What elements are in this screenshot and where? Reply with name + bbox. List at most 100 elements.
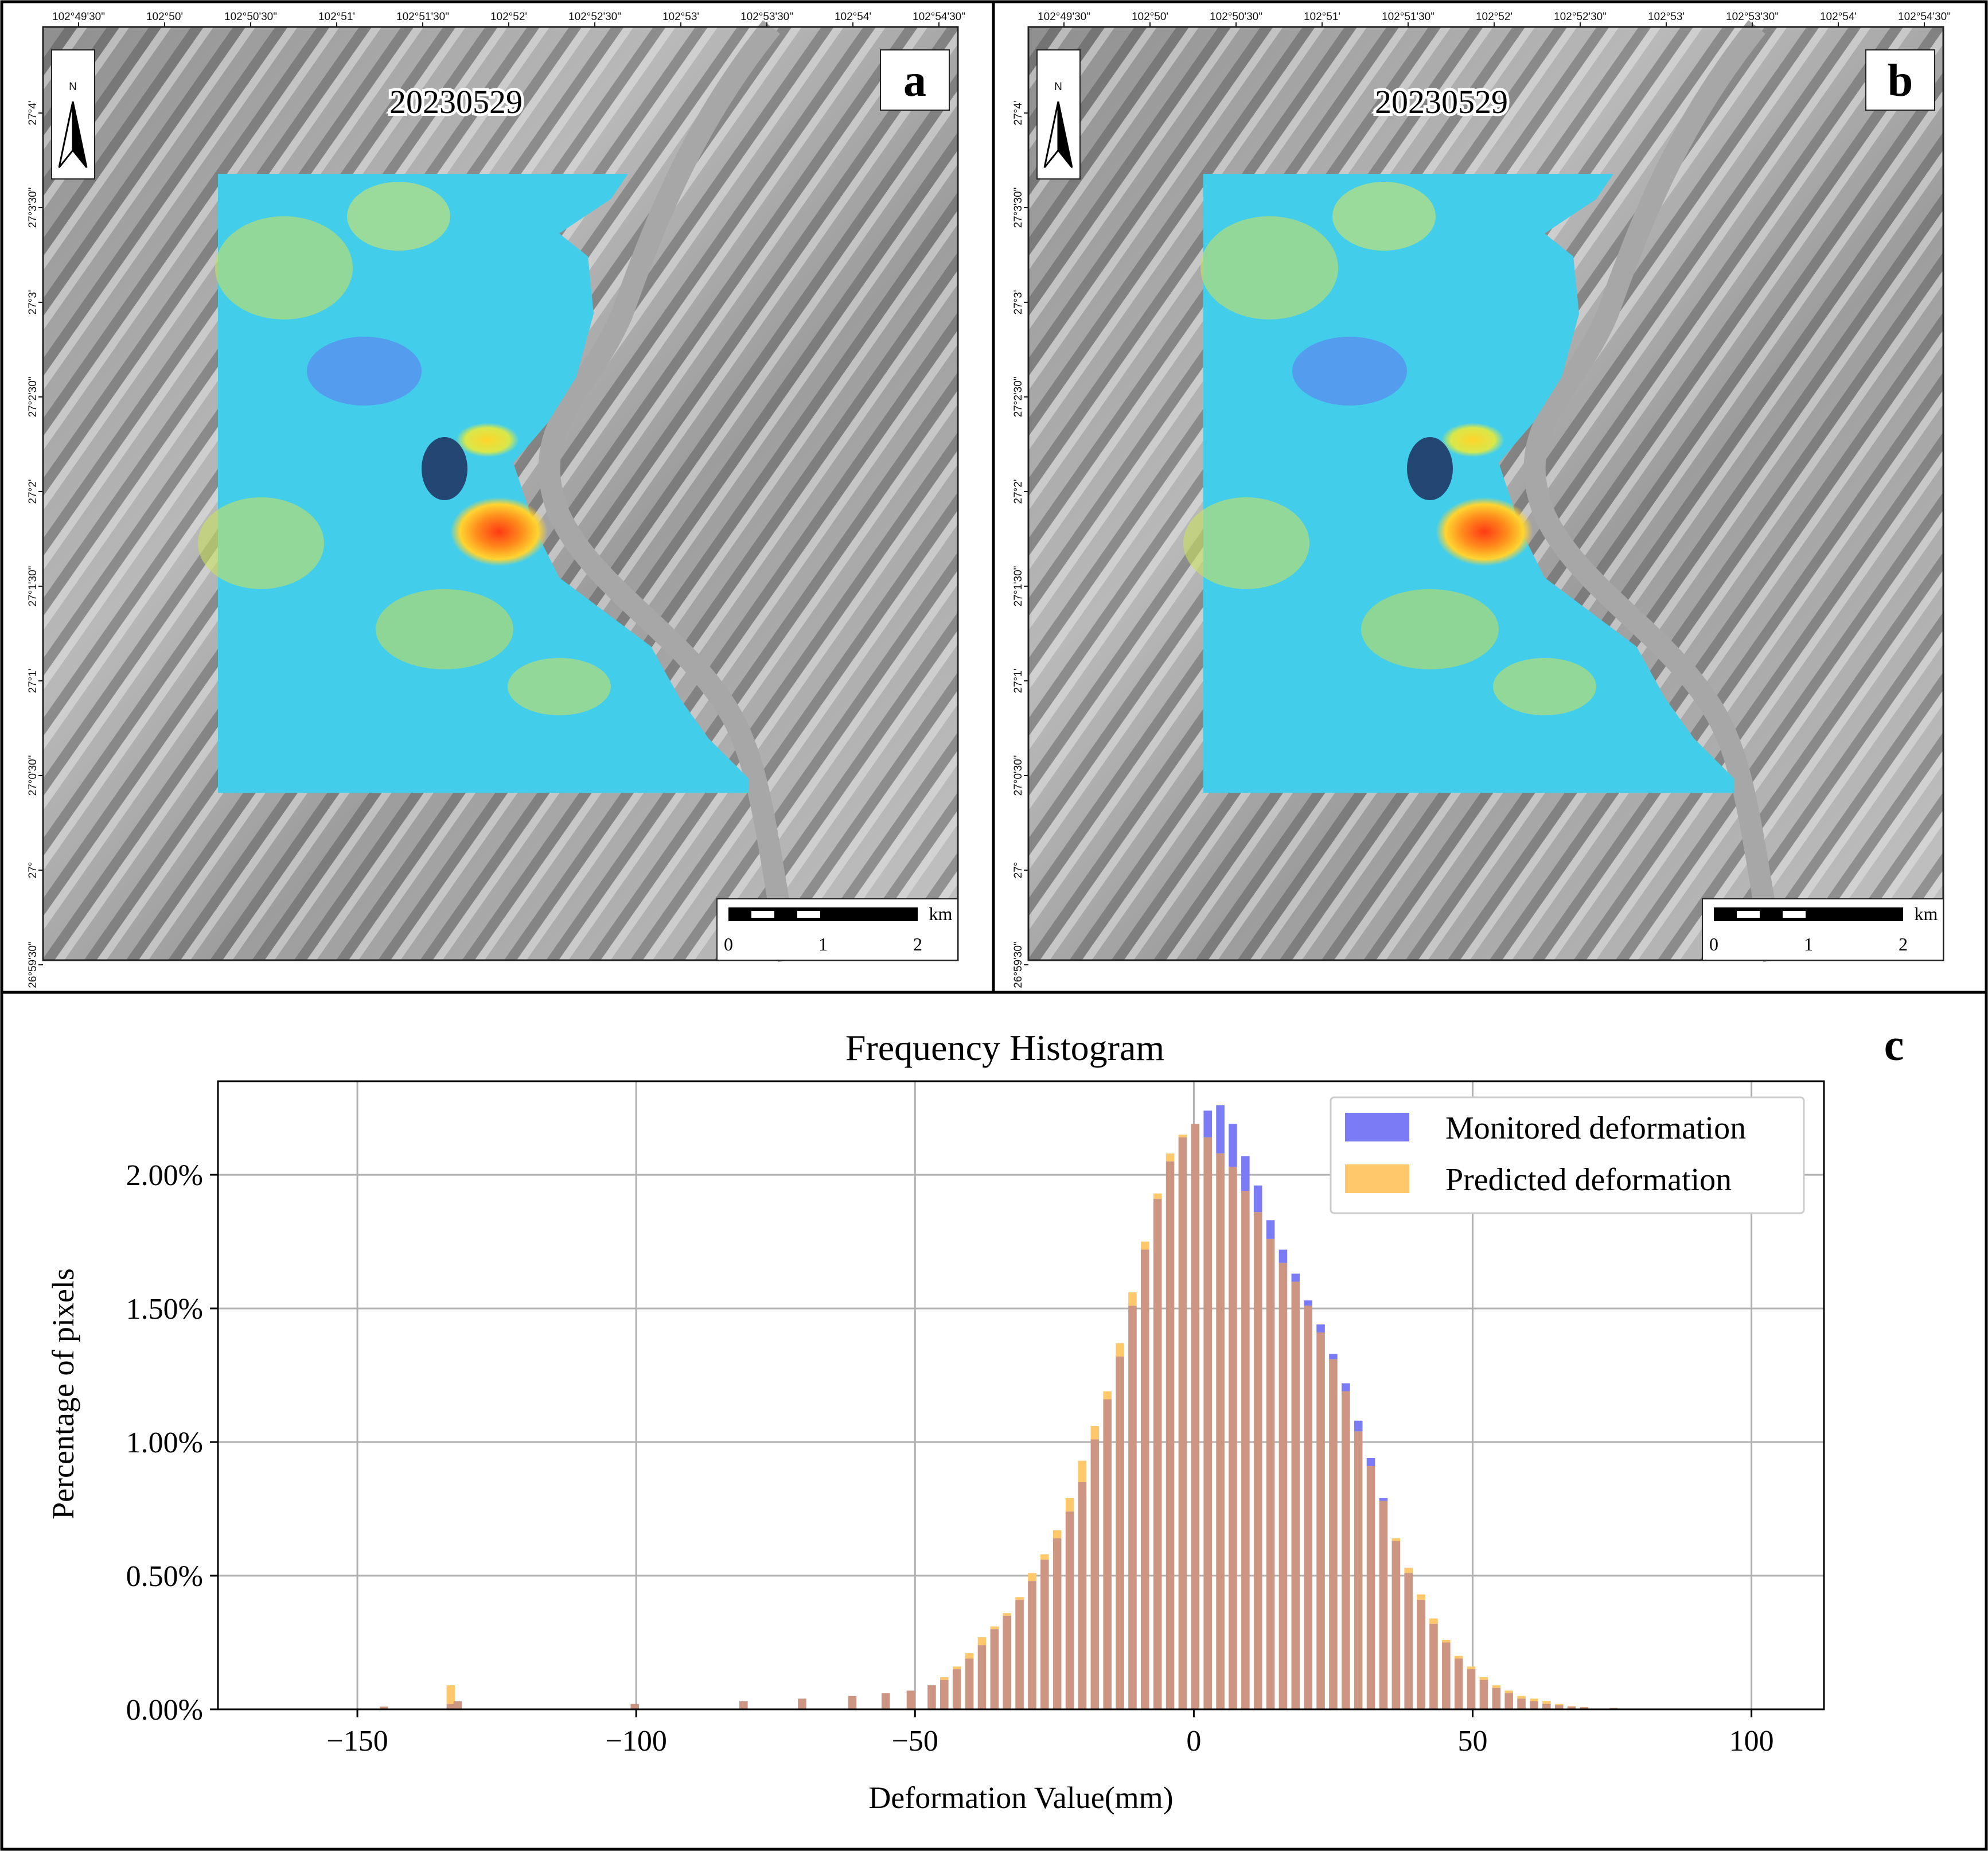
histogram-bar-excess bbox=[1316, 1324, 1325, 1332]
histogram-bar-overlap bbox=[1492, 1688, 1501, 1709]
scale-unit: km bbox=[929, 903, 953, 924]
deformation-patch bbox=[1200, 216, 1338, 319]
north-label: N bbox=[69, 81, 77, 93]
y-tick-label: 0.00% bbox=[126, 1694, 203, 1727]
histogram-bar-overlap bbox=[1354, 1431, 1363, 1709]
histogram-bar-excess bbox=[1141, 1241, 1149, 1250]
lat-label: 26°59'30" bbox=[27, 941, 39, 988]
lon-label: 102°49'30" bbox=[1038, 11, 1090, 23]
deformation-patch bbox=[215, 216, 353, 319]
histogram-bar-excess bbox=[1417, 1594, 1425, 1600]
date-label-halo: 20230529 bbox=[1375, 83, 1508, 120]
map-frame bbox=[1027, 26, 1944, 961]
histogram-bar-excess bbox=[1492, 1685, 1501, 1688]
panel-letter-box: b bbox=[1865, 49, 1935, 111]
deformation-hotspot-yellow bbox=[456, 423, 519, 457]
date-label: 20230529 bbox=[1375, 83, 1508, 120]
histogram-bar-excess bbox=[1103, 1391, 1112, 1400]
histogram-bar-overlap bbox=[1128, 1306, 1137, 1709]
lat-label: 27°1'30" bbox=[1012, 566, 1024, 607]
lat-label: 27° bbox=[27, 862, 39, 879]
histogram-bar-excess bbox=[1366, 1458, 1375, 1466]
histogram-bar-overlap bbox=[1116, 1356, 1124, 1709]
lat-label: 27°3'30" bbox=[1012, 188, 1024, 228]
legend-box bbox=[1330, 1096, 1805, 1214]
histogram-ticks: −150 −100 −50 0 50 100 0.00% 0.50% 1.00% 1.50% 2.0… bbox=[126, 1159, 1774, 1758]
histogram-bar-excess bbox=[1479, 1677, 1488, 1680]
lon-label: 102°49'30" bbox=[52, 11, 105, 23]
histogram-bar-excess bbox=[1467, 1666, 1476, 1670]
histogram-bar-overlap bbox=[965, 1658, 974, 1709]
histogram-bar-overlap bbox=[1153, 1199, 1162, 1709]
scale-tick-label: 1 bbox=[1804, 934, 1813, 954]
lat-label: 27°4' bbox=[27, 101, 39, 126]
x-tick-label: 0 bbox=[1186, 1725, 1201, 1758]
histogram-bar-overlap bbox=[1329, 1359, 1338, 1709]
histogram-bar-excess bbox=[1530, 1698, 1538, 1702]
histogram-bar-overlap bbox=[1442, 1642, 1451, 1709]
histogram-bar-overlap bbox=[798, 1698, 806, 1709]
lat-label: 27°1'30" bbox=[27, 566, 39, 607]
histogram-bar-excess bbox=[1153, 1193, 1162, 1199]
histogram-bar-excess bbox=[1178, 1135, 1187, 1137]
histogram-legend: Monitored deformation Predicted deformat… bbox=[1330, 1096, 1805, 1214]
histogram-bar-overlap bbox=[1391, 1541, 1401, 1709]
histogram-bar-excess bbox=[1354, 1420, 1363, 1432]
histogram-bar-excess bbox=[1342, 1383, 1350, 1392]
histogram-panel: Frequency Histogram c −150 −100 −50 0 50 100 0… bbox=[46, 1020, 1904, 1815]
lon-label: 102°50' bbox=[1132, 11, 1168, 23]
panel-letter-a: a bbox=[903, 56, 926, 106]
histogram-bar-overlap bbox=[1429, 1623, 1438, 1709]
x-tick-label: 100 bbox=[1729, 1725, 1774, 1758]
histogram-bar-overlap bbox=[1028, 1581, 1036, 1709]
lat-label: 27°2' bbox=[27, 480, 39, 504]
histogram-bar-overlap bbox=[1053, 1538, 1062, 1709]
histogram-bar-overlap bbox=[1554, 1705, 1564, 1709]
lon-label: 102°52' bbox=[1476, 11, 1513, 23]
x-tick-label: −150 bbox=[326, 1725, 388, 1758]
lat-label: 27°1' bbox=[27, 669, 39, 693]
histogram-bar-overlap bbox=[1141, 1249, 1149, 1709]
x-axis-label: Deformation Value(mm) bbox=[868, 1780, 1173, 1815]
x-tick-label: 50 bbox=[1458, 1725, 1488, 1758]
histogram-bar-excess bbox=[1379, 1498, 1388, 1501]
deformation-hotspot-yellow bbox=[1441, 423, 1504, 457]
histogram-bar-excess bbox=[977, 1637, 987, 1646]
panel-letter-c: c bbox=[1884, 1020, 1904, 1070]
histogram-bar-overlap bbox=[1467, 1669, 1476, 1709]
deformation-patch bbox=[1183, 497, 1309, 589]
histogram-bar-overlap bbox=[1454, 1658, 1463, 1709]
scale-tick-label: 1 bbox=[818, 934, 828, 954]
lon-label: 102°51' bbox=[1304, 11, 1340, 23]
histogram-bar-overlap bbox=[379, 1706, 388, 1709]
histogram-bar-overlap bbox=[1103, 1399, 1112, 1709]
lon-label: 102°51' bbox=[318, 11, 355, 23]
histogram-bar-overlap bbox=[906, 1690, 915, 1709]
histogram-bar-excess bbox=[1165, 1153, 1175, 1162]
histogram-bar-excess bbox=[1454, 1655, 1463, 1659]
histogram-bar-overlap bbox=[1165, 1161, 1175, 1709]
lat-label: 27°3' bbox=[1012, 290, 1024, 315]
river bbox=[538, 20, 800, 962]
histogram-bar-excess bbox=[1266, 1220, 1275, 1239]
lon-label: 102°54' bbox=[1820, 11, 1857, 23]
deformation-patch bbox=[1493, 658, 1596, 715]
histogram-bar-overlap bbox=[1078, 1482, 1087, 1709]
histogram-bars bbox=[379, 1105, 1668, 1709]
deformation-patch bbox=[1361, 589, 1499, 669]
deformation-patch bbox=[307, 337, 422, 406]
scale-bar: km 0 1 2 bbox=[1702, 898, 1944, 961]
lon-label: 102°51'30" bbox=[396, 11, 449, 23]
x-tick-label: −50 bbox=[892, 1725, 938, 1758]
histogram-bar-overlap bbox=[1015, 1599, 1024, 1709]
lat-label: 27°3' bbox=[27, 290, 39, 315]
histogram-bar-overlap bbox=[1316, 1332, 1325, 1709]
histogram-bar-excess bbox=[1542, 1701, 1551, 1704]
histogram-bar-excess bbox=[1203, 1110, 1212, 1137]
histogram-bar-excess bbox=[952, 1666, 961, 1670]
scale-tick-label: 2 bbox=[1899, 934, 1908, 954]
histogram-bar-overlap bbox=[940, 1679, 949, 1709]
deformation-hotspot-red bbox=[1436, 497, 1533, 566]
histogram-bar-excess bbox=[1504, 1690, 1513, 1694]
histogram-bar-overlap bbox=[1517, 1698, 1526, 1709]
